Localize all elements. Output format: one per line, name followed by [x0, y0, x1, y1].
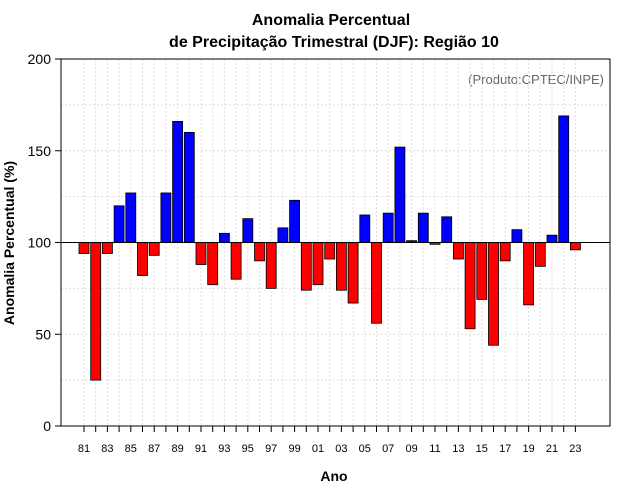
x-tick-label: 97: [265, 443, 277, 455]
bars-group: [78, 115, 581, 381]
x-tick-label: 87: [148, 443, 160, 455]
bar-91: [195, 242, 207, 265]
bar-17: [499, 242, 511, 262]
bar-07: [382, 212, 394, 243]
bar-03: [335, 242, 347, 291]
x-tick-label: 85: [125, 443, 137, 455]
bar-18: [511, 229, 523, 243]
bar-15: [476, 242, 488, 300]
x-tick-label: 07: [382, 443, 394, 455]
bar-90: [183, 131, 195, 243]
bar-22: [558, 115, 570, 243]
bar-04: [347, 242, 359, 304]
bar-94: [230, 242, 242, 280]
x-tick-label: 15: [476, 443, 488, 455]
y-axis-label: Anomalia Percentual (%): [1, 161, 17, 325]
bar-08: [394, 146, 406, 243]
x-tick-label: 95: [242, 443, 254, 455]
bar-13: [452, 242, 464, 260]
bar-98: [277, 227, 289, 243]
x-tick-label: 03: [335, 443, 347, 455]
bar-87: [148, 242, 160, 256]
bar-85: [125, 192, 137, 243]
x-tick-label: 17: [499, 443, 511, 455]
bar-83: [102, 242, 113, 254]
x-tick-label: 89: [171, 443, 183, 455]
bar-12: [441, 216, 453, 243]
product-annotation: (Produto:CPTEC/INPE): [468, 72, 604, 87]
x-axis-label: Ano: [320, 468, 347, 484]
bar-84: [113, 205, 125, 243]
x-tick-label: 09: [405, 443, 417, 455]
x-tick-label: 01: [312, 443, 324, 455]
x-tick-label: 21: [546, 443, 558, 455]
bar-21: [546, 234, 558, 243]
bar-06: [371, 242, 382, 324]
chart-title: Anomalia Percentual: [252, 12, 410, 29]
chart-subtitle: de Precipitação Trimestral (DJF): Região…: [169, 34, 499, 51]
x-tick-label: 11: [429, 443, 440, 455]
bar-19: [523, 242, 534, 306]
y-tick-label: 150: [28, 143, 52, 159]
bar-20: [534, 242, 546, 267]
y-axis: 0 50 100 150 200: [28, 51, 61, 434]
bar-00: [300, 242, 312, 291]
x-tick-label: 99: [288, 443, 300, 455]
y-tick-label: 0: [43, 418, 51, 434]
bar-89: [172, 120, 184, 243]
bar-16: [488, 242, 499, 346]
bar-23: [570, 242, 581, 251]
bar-88: [160, 192, 172, 243]
bar-81: [78, 242, 90, 254]
bar-05: [359, 214, 371, 243]
x-tick-label: 19: [522, 443, 534, 455]
y-tick-label: 100: [28, 235, 52, 251]
y-tick-label: 50: [35, 326, 51, 342]
grid-lines: [61, 59, 610, 426]
bar-82: [90, 242, 102, 381]
x-tick-label: 05: [359, 443, 371, 455]
bar-02: [324, 242, 336, 260]
bar-10: [417, 212, 429, 243]
bar-01: [312, 242, 324, 286]
bar-93: [218, 232, 230, 243]
bar-96: [254, 242, 265, 262]
x-tick-label: 23: [569, 443, 581, 455]
x-tick-label: 93: [218, 443, 230, 455]
x-tick-label: 13: [452, 443, 464, 455]
y-tick-label: 200: [28, 51, 52, 67]
x-tick-label: 83: [101, 443, 113, 455]
bar-14: [464, 242, 476, 330]
bar-92: [207, 242, 219, 286]
bar-86: [137, 242, 148, 276]
x-tick-label: 81: [78, 443, 90, 455]
bar-97: [265, 242, 277, 289]
bar-99: [289, 199, 301, 243]
x-tick-label: 91: [195, 443, 207, 455]
bar-95: [242, 218, 254, 243]
x-axis: 81 83 85 87 89 91 93 95 97 99 01 03 05 07 09 11 13 15 17 19…: [78, 426, 582, 455]
